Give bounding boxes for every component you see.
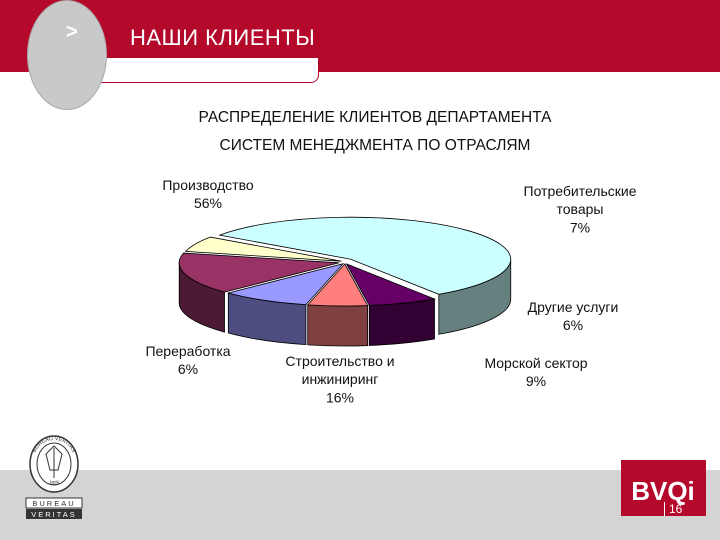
pie-label-1: Потребительские товары 7% [524, 183, 637, 235]
footer-bar [0, 470, 720, 540]
pie-label-line: Производство [162, 177, 253, 193]
header-tab [96, 58, 319, 83]
page-number: 16 [664, 502, 682, 516]
chart-title: РАСПРЕДЕЛЕНИЕ КЛИЕНТОВ ДЕПАРТАМЕНТА СИСТ… [110, 104, 640, 160]
logo-year: 1828 [48, 480, 60, 487]
pie-label-line: Морской сектор [484, 355, 587, 371]
pie-label-3: Морской сектор 9% [484, 355, 587, 389]
pie-label-percent: 56% [194, 195, 222, 211]
pie-label-line: Потребительские [524, 183, 637, 199]
pie-label-4: Строительство и инжиниринг 16% [285, 353, 394, 405]
pie-label-line: инжиниринг [302, 371, 379, 387]
pie-slice-5 [184, 236, 342, 262]
nav-arrow-icon[interactable]: > [66, 21, 78, 43]
chart-title-line-1: РАСПРЕДЕЛЕНИЕ КЛИЕНТОВ ДЕПАРТАМЕНТА [198, 109, 552, 126]
pie-slice-0 [218, 216, 512, 295]
pie-label-line: Переработка [145, 343, 230, 359]
pie-tops [178, 216, 512, 307]
pie-slice-side-2 [307, 304, 369, 347]
bvqi-logo-icon: BVQi [621, 460, 706, 516]
pie-label-line: Другие услуги [528, 299, 619, 315]
page-title: НАШИ КЛИЕНТЫ [130, 25, 316, 50]
pie-labels: Производство 56% Потребительские товары 7% Др… [145, 177, 636, 405]
pie-sides [178, 259, 512, 347]
bureau-veritas-logo: BUREAU VERITAS 1828 BUREAU VERITAS [25, 435, 83, 519]
pie-label-5: Переработка 6% [145, 343, 230, 377]
logo-line-2: VERITAS [31, 510, 77, 519]
pie-label-percent: 9% [526, 373, 546, 389]
logo-line-1: BUREAU [32, 499, 75, 508]
pie-label-percent: 6% [563, 317, 583, 333]
pie-label-line: товары [557, 201, 604, 217]
pie-slice-2 [306, 263, 369, 307]
nav-circle[interactable] [27, 0, 107, 110]
pie-slice-1 [345, 263, 436, 306]
pie-label-line: Строительство и [285, 353, 394, 369]
pie-label-percent: 6% [178, 361, 198, 377]
pie-label-2: Другие услуги 6% [528, 299, 619, 333]
pie-slice-side-1 [368, 298, 435, 346]
brand-text: BVQi [631, 476, 695, 506]
pie-label-percent: 7% [570, 219, 590, 235]
pie-slice-4 [178, 252, 340, 293]
pie-label-0: Производство 56% [162, 177, 253, 211]
pie-label-percent: 16% [326, 389, 354, 405]
pie-slice-3 [226, 263, 345, 306]
chart-title-line-2: СИСТЕМ МЕНЕДЖМЕНТА ПО ОТРАСЛЯМ [219, 137, 531, 154]
